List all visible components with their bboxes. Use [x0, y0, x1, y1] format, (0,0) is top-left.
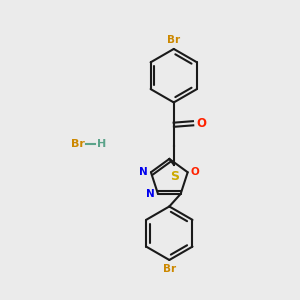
Text: S: S	[170, 170, 179, 183]
Text: N: N	[139, 167, 148, 177]
Text: N: N	[146, 189, 155, 199]
Text: Br: Br	[163, 263, 176, 274]
Text: O: O	[196, 117, 206, 130]
Text: O: O	[191, 167, 200, 177]
Text: Br: Br	[71, 139, 85, 149]
Text: Br: Br	[167, 35, 180, 45]
Text: H: H	[97, 139, 106, 149]
